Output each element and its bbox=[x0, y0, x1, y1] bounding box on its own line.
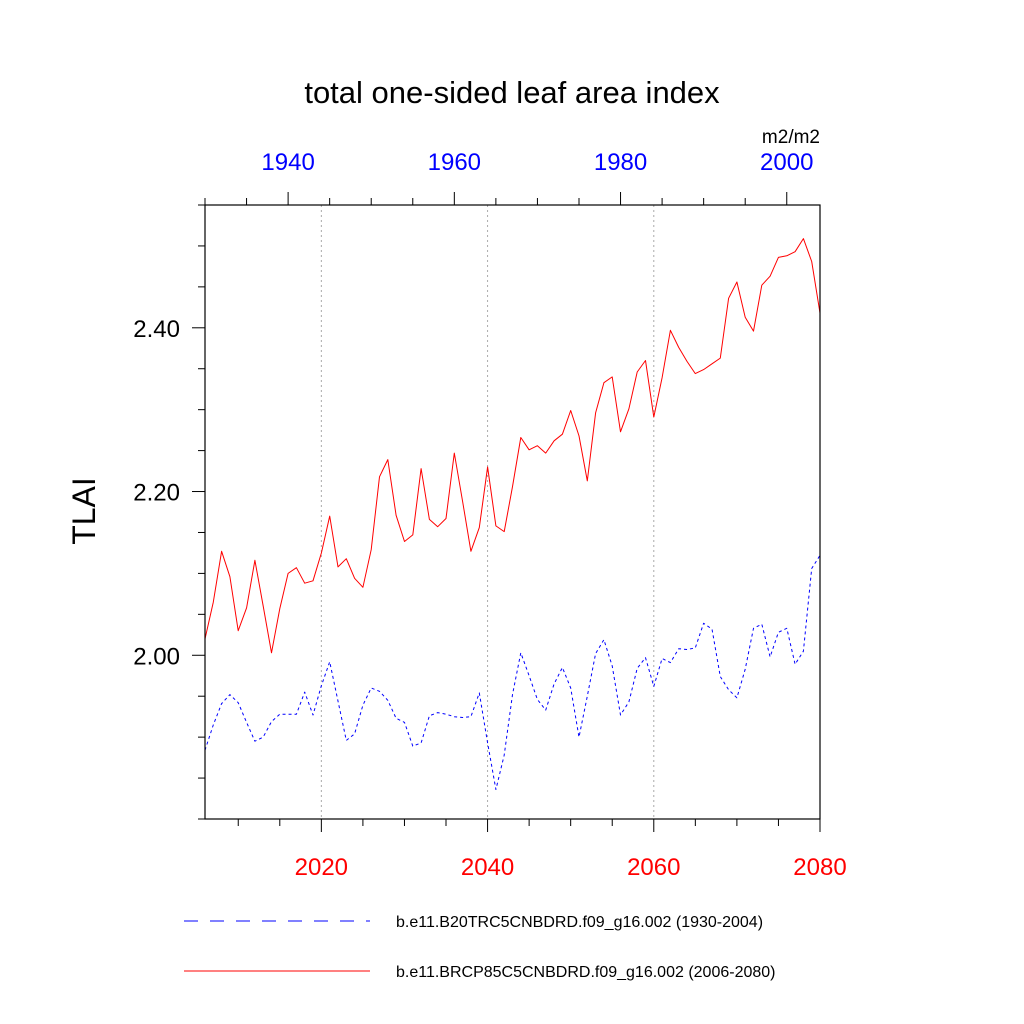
y-tick-label: 2.00 bbox=[133, 643, 180, 670]
top-tick-label: 1940 bbox=[261, 149, 314, 176]
bottom-tick-label: 2060 bbox=[627, 854, 680, 881]
legend-label: b.e11.B20TRC5CNBDRD.f09_g16.002 (1930-20… bbox=[396, 914, 763, 931]
bottom-tick-label: 2040 bbox=[461, 854, 514, 881]
units-label: m2/m2 bbox=[762, 127, 820, 148]
top-tick-label: 2000 bbox=[760, 149, 813, 176]
grid-layer bbox=[320, 205, 655, 819]
top-tick-label: 1980 bbox=[594, 149, 647, 176]
series-line-historical bbox=[204, 555, 821, 790]
y-axis-label: TLAI bbox=[66, 477, 102, 545]
top-tick-label: 1960 bbox=[428, 149, 481, 176]
y-tick-label: 2.20 bbox=[133, 480, 180, 507]
axes-layer: 2.00 2.20 2.40 2020 2040 2060 2080 1940 1960 1980… bbox=[133, 149, 846, 881]
legend: b.e11.B20TRC5CNBDRD.f09_g16.002 (1930-20… bbox=[184, 914, 775, 981]
chart-title: total one-sided leaf area index bbox=[304, 75, 720, 110]
plot-frame bbox=[204, 204, 821, 820]
bottom-tick-label: 2080 bbox=[793, 854, 846, 881]
y-tick-label: 2.40 bbox=[133, 316, 180, 343]
series-layer bbox=[204, 238, 821, 790]
bottom-tick-label: 2020 bbox=[295, 854, 348, 881]
series-line-rcp85 bbox=[204, 238, 821, 654]
legend-label: b.e11.BRCP85C5CNBDRD.f09_g16.002 (2006-2… bbox=[396, 964, 775, 981]
